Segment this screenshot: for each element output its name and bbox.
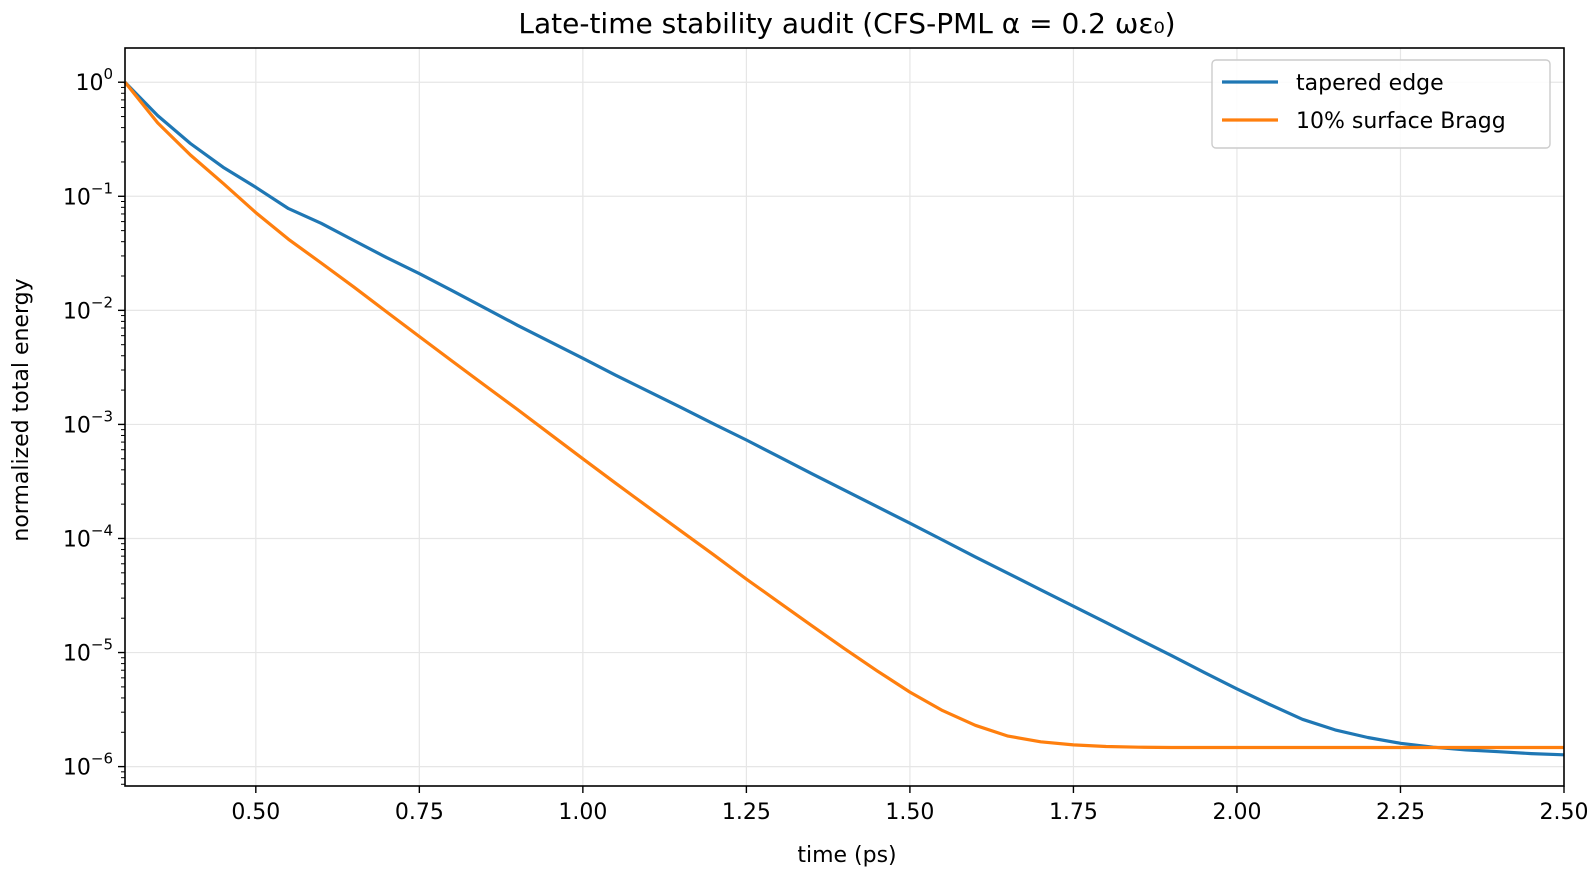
y-axis-label: normalized total energy <box>9 278 34 541</box>
x-tick-label: 0.50 <box>231 800 280 825</box>
y-tick-label: 100 <box>75 65 113 96</box>
grid-lines <box>125 48 1565 786</box>
plot-frame <box>124 47 1565 787</box>
y-tick-label: 10−5 <box>63 636 113 667</box>
y-tick-label: 10−2 <box>63 293 113 324</box>
series-layer <box>123 81 1565 757</box>
x-tick-label: 1.50 <box>885 800 934 825</box>
legend-entry-label: tapered edge <box>1296 71 1444 96</box>
x-axis: 0.50 0.75 1.00 1.25 1.50 1.75 2.00 2.25 2.50 <box>231 786 1588 825</box>
chart-title: Late-time stability audit (CFS-PML α = 0… <box>518 7 1175 40</box>
series-line <box>123 81 1564 750</box>
x-tick-label: 2.00 <box>1212 800 1261 825</box>
x-tick-label: 1.00 <box>558 800 607 825</box>
y-tick-label: 10−4 <box>63 521 113 552</box>
y-axis: 100 10−1 10−2 10−3 10−4 10−5 10−6 <box>63 65 125 785</box>
x-tick-label: 1.25 <box>722 800 771 825</box>
legend-box <box>1211 59 1551 149</box>
x-tick-label: 2.50 <box>1540 800 1589 825</box>
y-tick-label: 10−3 <box>63 407 113 438</box>
legend: tapered edge 10% surface Bragg <box>1211 59 1551 149</box>
x-tick-label: 0.75 <box>395 800 444 825</box>
y-tick-label: 10−6 <box>63 750 113 781</box>
legend-entry-label: 10% surface Bragg <box>1296 109 1506 134</box>
y-tick-label: 10−1 <box>63 179 113 210</box>
x-tick-label: 2.25 <box>1376 800 1425 825</box>
x-axis-label: time (ps) <box>797 843 896 868</box>
x-tick-label: 1.75 <box>1049 800 1098 825</box>
series-line <box>123 81 1565 757</box>
